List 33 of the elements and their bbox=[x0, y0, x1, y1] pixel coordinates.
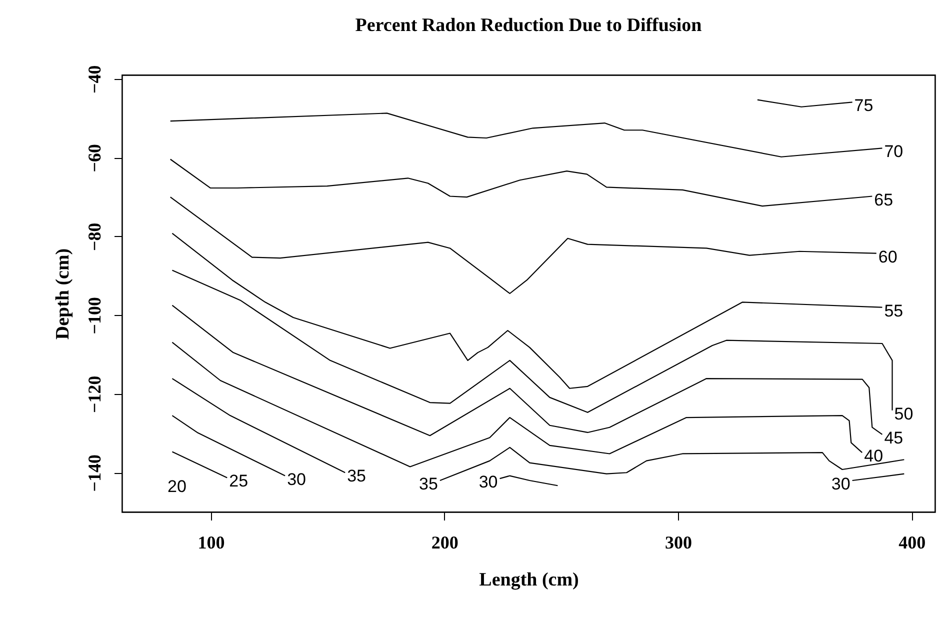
line-series bbox=[172, 304, 883, 436]
y-tick-label: −80 bbox=[84, 222, 104, 252]
y-tick-label: −120 bbox=[84, 376, 104, 414]
annotation: 30 bbox=[831, 474, 850, 494]
x-tick-label: 400 bbox=[898, 532, 926, 552]
annotation: 55 bbox=[884, 301, 904, 320]
y-tick-label: −60 bbox=[84, 144, 104, 172]
annotation: 25 bbox=[229, 472, 248, 491]
line-series bbox=[170, 112, 883, 158]
line-series bbox=[170, 196, 877, 294]
chart-title: Percent Radon Reduction Due to Diffusion bbox=[355, 14, 702, 36]
x-tick-label: 100 bbox=[198, 532, 225, 552]
annotation: 75 bbox=[854, 96, 874, 116]
annotation: 30 bbox=[287, 470, 306, 489]
line-series bbox=[172, 342, 863, 468]
annotation: 35 bbox=[347, 466, 366, 486]
annotation: 40 bbox=[864, 446, 884, 466]
y-tick-label: −140 bbox=[84, 454, 104, 492]
x-tick-label: 200 bbox=[431, 532, 458, 552]
annotation: 30 bbox=[478, 472, 498, 492]
annotation: 20 bbox=[168, 477, 186, 496]
line-series bbox=[170, 158, 873, 207]
x-axis-title: Length (cm) bbox=[479, 570, 579, 590]
annotation: 35 bbox=[419, 474, 438, 494]
annotation: 45 bbox=[884, 428, 904, 448]
x-tick-label: 300 bbox=[665, 532, 692, 552]
y-axis-title: Depth (cm) bbox=[52, 248, 74, 340]
annotation: 70 bbox=[884, 142, 904, 162]
y-tick-label: −40 bbox=[84, 65, 104, 94]
annotation: 65 bbox=[874, 190, 894, 210]
annotation: 60 bbox=[878, 247, 898, 266]
y-tick-label: −100 bbox=[84, 297, 104, 334]
annotation: 50 bbox=[894, 404, 914, 424]
